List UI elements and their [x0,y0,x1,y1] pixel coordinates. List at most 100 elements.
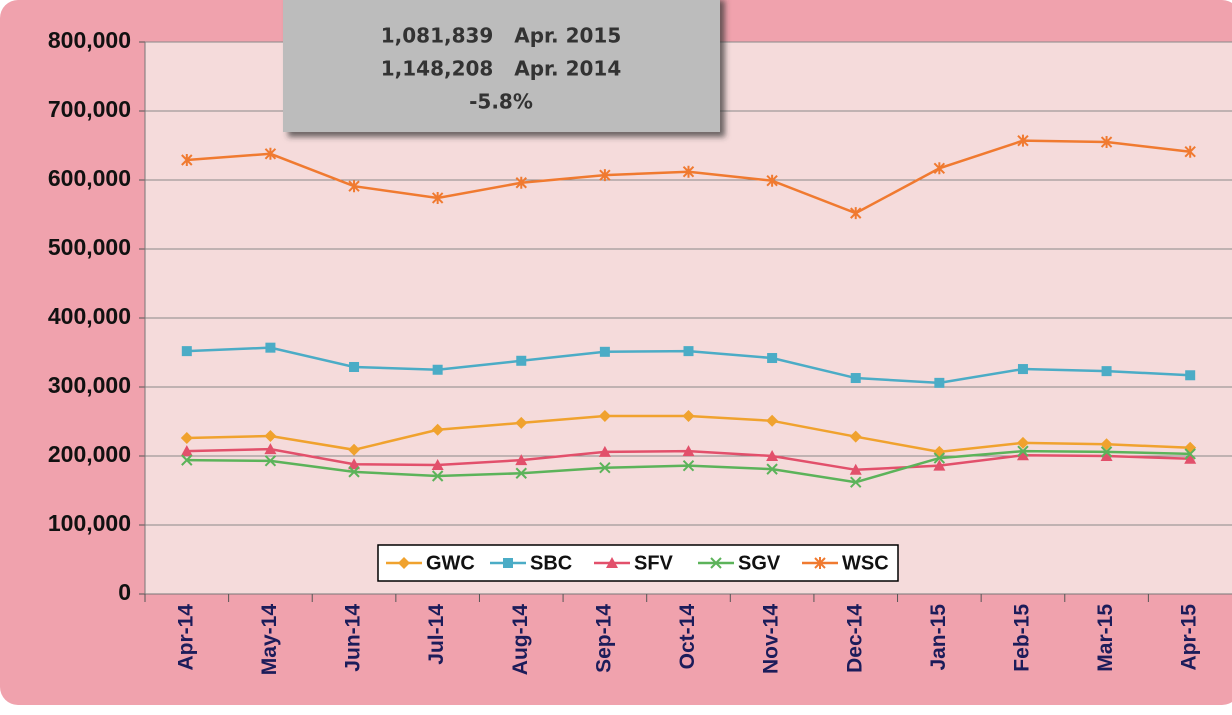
x-tick-label: May-14 [258,604,281,676]
marker [431,470,444,482]
marker [849,463,862,475]
marker [767,353,778,364]
x-tick-label: Dec-14 [843,604,866,673]
marker [348,180,360,193]
marker [1100,136,1113,149]
marker [180,445,193,457]
x-tick-label: Nov-14 [760,604,783,674]
marker [431,423,444,436]
marker [933,452,946,464]
marker [348,443,361,456]
marker [1016,449,1029,461]
x-tick-label: Apr-14 [174,604,197,671]
marker [766,450,779,461]
y-tick-label: 200,000 [48,441,131,467]
marker [682,165,695,178]
marker [1101,366,1112,377]
marker [933,459,946,471]
y-tick-label: 500,000 [48,234,131,260]
marker [682,445,695,457]
x-tick-label: Jun-14 [342,604,365,672]
marker [599,346,610,357]
marker [850,373,861,384]
y-tick-label: 300,000 [48,372,131,398]
marker [934,377,945,388]
marker [606,557,618,568]
marker [515,467,527,479]
legend-label: GWC [426,552,475,574]
marker [766,463,778,475]
marker [1100,446,1113,458]
x-tick-label: Feb-15 [1011,604,1034,672]
marker [1185,370,1196,381]
marker [814,557,826,569]
marker [265,342,276,353]
marker [1184,452,1197,464]
annotation-box [283,0,720,132]
y-tick-label: 800,000 [48,27,131,53]
marker [1016,436,1029,449]
marker [181,454,193,466]
marker [1100,450,1113,461]
marker [516,355,527,366]
marker [1017,134,1029,147]
legend-label: WSC [842,552,889,574]
marker [515,416,528,429]
marker [503,558,513,568]
marker [1017,364,1028,375]
legend-label: SBC [530,552,572,574]
marker [599,169,611,182]
marker [515,454,528,466]
y-tick-label: 0 [118,579,131,605]
annotation-text: 1,148,208 Apr. 2014 [381,57,622,81]
marker [683,346,694,357]
marker [264,443,277,455]
marker [598,445,611,457]
marker [766,174,778,187]
x-tick-label: Mar-15 [1094,604,1117,672]
x-tick-label: Jan-15 [927,604,950,671]
marker [850,207,862,220]
marker [933,162,946,175]
x-tick-label: Oct-14 [676,604,699,670]
marker [264,147,277,160]
marker [515,176,527,189]
x-tick-label: Sep-14 [592,604,615,673]
marker [599,462,611,474]
x-tick-label: Aug-14 [509,604,532,675]
marker [398,557,410,569]
x-tick-label: Apr-15 [1178,604,1201,671]
marker [682,459,695,472]
marker [432,364,443,375]
marker [348,466,360,478]
marker [1100,438,1113,451]
marker [710,557,722,569]
marker [598,409,611,422]
annotation-text: -5.8% [469,90,533,114]
marker [682,409,695,422]
marker [264,429,277,442]
marker [264,455,277,467]
marker [1184,448,1196,460]
legend-label: SFV [634,552,674,574]
y-tick-label: 100,000 [48,510,131,536]
marker [850,476,862,488]
marker [431,458,444,470]
marker [1017,445,1029,457]
legend-label: SGV [738,552,781,574]
y-tick-label: 700,000 [48,96,131,122]
marker [181,346,192,357]
y-tick-label: 600,000 [48,165,131,191]
marker [849,430,862,443]
marker [180,432,193,445]
marker [1184,145,1196,158]
marker [348,458,361,470]
y-tick-label: 400,000 [48,303,131,329]
marker [766,414,779,427]
annotation-text: 1,081,839 Apr. 2015 [381,24,622,48]
marker [181,153,193,166]
marker [349,361,360,372]
x-tick-label: Jul-14 [425,604,448,665]
marker [431,191,444,204]
